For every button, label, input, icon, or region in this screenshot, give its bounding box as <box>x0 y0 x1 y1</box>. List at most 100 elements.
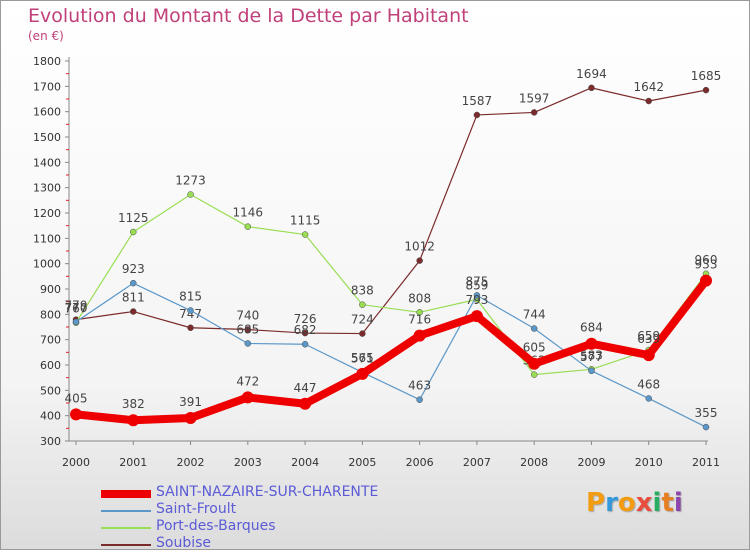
data-point-soubise <box>645 97 652 105</box>
data-label-saint-froult: 682 <box>294 323 317 337</box>
series-line-saint-froult <box>75 282 707 428</box>
x-tick-label: 2009 <box>577 456 605 469</box>
data-label-soubise: 724 <box>351 313 374 327</box>
data-label-port-des-barques: 859 <box>465 278 488 292</box>
data-label-saint-froult: 744 <box>523 308 546 322</box>
logo-letter: i <box>652 488 662 518</box>
data-point-saint-nazaire-sur-charente <box>356 367 369 380</box>
x-tick-label: 2000 <box>62 456 90 469</box>
data-point-saint-nazaire-sur-charente <box>241 391 254 404</box>
data-label-soubise: 1587 <box>462 94 493 108</box>
y-tick-label: 1000 <box>33 258 61 271</box>
data-label-soubise: 1694 <box>576 67 607 81</box>
proxiti-logo: Proxiti <box>586 488 683 518</box>
data-point-port-des-barques <box>416 309 423 316</box>
data-point-saint-froult <box>130 279 137 287</box>
data-label-soubise: 1597 <box>519 91 550 105</box>
series-line-soubise <box>75 87 707 335</box>
data-point-saint-froult <box>244 340 252 347</box>
data-label-saint-nazaire-sur-charente: 933 <box>695 258 718 272</box>
data-point-saint-froult <box>416 396 423 403</box>
logo-letter: x <box>635 488 653 518</box>
data-label-saint-froult: 875 <box>465 274 488 288</box>
y-tick-label: 1100 <box>33 232 61 245</box>
data-label-port-des-barques: 1125 <box>118 211 149 225</box>
y-tick-label: 1600 <box>33 106 61 119</box>
x-tick-label: 2008 <box>520 456 548 469</box>
y-tick-label: 900 <box>40 283 61 296</box>
data-label-soubise: 1012 <box>404 240 435 254</box>
data-label-soubise: 1642 <box>633 80 664 94</box>
data-point-saint-froult <box>301 340 309 348</box>
y-tick-label: 500 <box>40 384 61 397</box>
data-label-port-des-barques: 659 <box>637 329 660 343</box>
y-tick-label: 1200 <box>33 207 61 220</box>
data-label-saint-froult: 571 <box>351 351 374 365</box>
data-label-soubise: 779 <box>65 299 88 313</box>
chart-subtitle: (en €) <box>28 29 64 43</box>
x-tick-label: 2001 <box>119 456 147 469</box>
legend-swatch <box>101 544 151 546</box>
data-label-saint-nazaire-sur-charente: 639 <box>637 332 660 346</box>
data-point-soubise <box>244 326 252 333</box>
data-point-saint-froult <box>473 292 481 299</box>
legend-label: Saint-Froult <box>156 501 237 517</box>
data-label-saint-nazaire-sur-charente: 447 <box>294 381 317 395</box>
data-point-port-des-barques <box>359 301 366 308</box>
data-label-saint-nazaire-sur-charente: 605 <box>523 341 546 355</box>
data-point-port-des-barques <box>530 371 538 378</box>
legend-label: Port-des-Barques <box>156 518 276 534</box>
data-label-port-des-barques: 767 <box>65 302 88 316</box>
data-point-saint-nazaire-sur-charente <box>642 349 655 362</box>
x-tick-label: 2004 <box>291 456 319 469</box>
y-tick-label: 1400 <box>33 156 61 169</box>
data-point-soubise <box>359 330 366 337</box>
data-label-saint-froult: 685 <box>236 322 259 336</box>
y-tick-label: 1300 <box>33 182 61 195</box>
data-point-saint-froult <box>530 325 538 332</box>
data-point-saint-nazaire-sur-charente <box>528 357 541 370</box>
data-point-soubise <box>473 111 481 119</box>
data-point-saint-nazaire-sur-charente <box>184 411 197 424</box>
data-point-port-des-barques <box>187 191 194 198</box>
logo-letter: r <box>605 488 618 518</box>
x-tick-label: 2010 <box>635 456 663 469</box>
logo-letter: t <box>661 488 674 518</box>
y-tick-label: 600 <box>40 359 61 372</box>
data-label-saint-froult: 923 <box>122 262 145 276</box>
data-label-soubise: 726 <box>294 312 317 326</box>
data-point-soubise <box>130 308 137 315</box>
data-point-saint-nazaire-sur-charente <box>70 408 82 421</box>
data-point-saint-nazaire-sur-charente <box>413 329 426 342</box>
data-point-port-des-barques <box>301 231 309 238</box>
data-point-saint-nazaire-sur-charente <box>585 337 598 350</box>
x-tick-label: 2011 <box>692 456 720 469</box>
data-label-saint-froult: 577 <box>580 350 603 364</box>
x-tick-label: 2007 <box>463 456 491 469</box>
data-label-saint-nazaire-sur-charente: 684 <box>580 321 603 335</box>
legend-swatch <box>101 490 151 498</box>
data-label-soubise: 740 <box>236 309 259 323</box>
data-point-soubise <box>301 329 309 337</box>
data-label-port-des-barques: 1115 <box>290 214 321 228</box>
data-point-saint-froult <box>645 395 652 402</box>
data-point-soubise <box>187 324 194 332</box>
y-tick-label: 400 <box>40 410 61 423</box>
data-label-port-des-barques: 583 <box>580 348 603 362</box>
y-tick-label: 800 <box>40 308 61 321</box>
data-point-saint-nazaire-sur-charente <box>127 414 140 427</box>
data-point-soubise <box>416 257 423 264</box>
data-label-saint-nazaire-sur-charente: 716 <box>408 313 431 327</box>
y-tick-label: 1500 <box>33 131 61 144</box>
x-tick-label: 2005 <box>348 456 376 469</box>
legend-label: Soubise <box>156 535 212 551</box>
y-tick-label: 1700 <box>33 80 61 93</box>
legend-swatch <box>101 527 151 529</box>
data-point-saint-froult <box>588 367 595 375</box>
x-tick-label: 2003 <box>234 456 262 469</box>
logo-letter: o <box>617 488 636 518</box>
data-label-saint-froult: 355 <box>695 406 718 420</box>
y-tick-label: 300 <box>40 435 61 448</box>
data-point-soubise <box>530 109 538 116</box>
